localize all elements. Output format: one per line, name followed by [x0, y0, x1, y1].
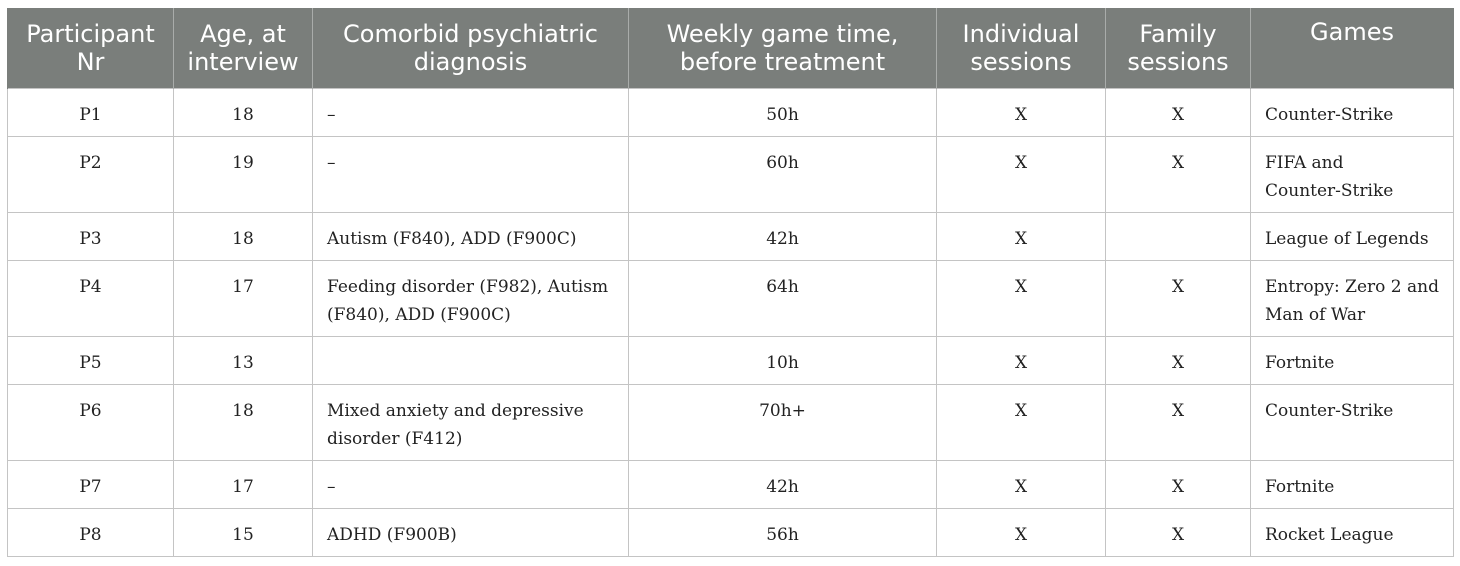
header-row: Participant Nr Age, at interview Comorbid …: [7, 8, 1454, 88]
cell-age: 15: [173, 507, 313, 557]
game-line: Fortnite: [1265, 476, 1335, 497]
cell-age: 18: [173, 87, 313, 137]
cell-age: 18: [173, 383, 313, 461]
cell-age: 19: [173, 135, 313, 213]
cell-games: FIFA and Counter-Strike: [1250, 135, 1454, 213]
cell-game-time: 50h: [628, 87, 937, 137]
cell-family: X: [1105, 507, 1251, 557]
header-line: Participant: [26, 19, 155, 48]
cell-family: X: [1105, 135, 1251, 213]
cell-games: League of Legends: [1250, 211, 1454, 261]
cell-participant: P4: [7, 259, 174, 337]
header-line: sessions: [970, 47, 1072, 76]
cell-individual: X: [936, 383, 1106, 461]
cell-game-time: 10h: [628, 335, 937, 385]
cell-participant: P1: [7, 87, 174, 137]
header-line: diagnosis: [413, 47, 528, 76]
table-row: P5 13 10h X X Fortnite: [7, 335, 1454, 385]
cell-diagnosis: Mixed anxiety and depressive disorder (F…: [312, 383, 629, 461]
header-line: Individual: [962, 19, 1080, 48]
header-individual-sessions: Individual sessions: [936, 8, 1106, 88]
cell-family: X: [1105, 335, 1251, 385]
cell-diagnosis: Feeding disorder (F982), Autism (F840), …: [312, 259, 629, 337]
cell-participant: P3: [7, 211, 174, 261]
header-line: Family: [1139, 19, 1217, 48]
game-line: Counter-Strike: [1265, 180, 1394, 201]
cell-game-time: 60h: [628, 135, 937, 213]
table-row: P4 17 Feeding disorder (F982), Autism (F…: [7, 259, 1454, 337]
game-line: Counter-Strike: [1265, 104, 1394, 125]
game-line: League of Legends: [1265, 228, 1429, 249]
cell-diagnosis: –: [312, 135, 629, 213]
cell-diagnosis: –: [312, 459, 629, 509]
table-row: P8 15 ADHD (F900B) 56h X X Rocket League: [7, 507, 1454, 557]
header-games: Games: [1250, 8, 1454, 88]
cell-diagnosis: Autism (F840), ADD (F900C): [312, 211, 629, 261]
cell-individual: X: [936, 259, 1106, 337]
cell-family: X: [1105, 459, 1251, 509]
cell-game-time: 56h: [628, 507, 937, 557]
cell-participant: P8: [7, 507, 174, 557]
table-header: Participant Nr Age, at interview Comorbid …: [7, 8, 1454, 88]
cell-games: Counter-Strike: [1250, 383, 1454, 461]
cell-family: X: [1105, 383, 1251, 461]
cell-participant: P5: [7, 335, 174, 385]
header-age: Age, at interview: [173, 8, 313, 88]
game-line: Rocket League: [1265, 524, 1394, 545]
header-line: Age, at: [200, 19, 286, 48]
header-participant-nr: Participant Nr: [7, 8, 174, 88]
cell-family: X: [1105, 259, 1251, 337]
cell-age: 17: [173, 259, 313, 337]
table-row: P3 18 Autism (F840), ADD (F900C) 42h X L…: [7, 211, 1454, 261]
header-line: sessions: [1127, 47, 1229, 76]
cell-individual: X: [936, 459, 1106, 509]
header-line: Games: [1310, 18, 1394, 46]
table-row: P1 18 – 50h X X Counter-Strike: [7, 87, 1454, 137]
cell-games: Fortnite: [1250, 459, 1454, 509]
cell-participant: P2: [7, 135, 174, 213]
header-diagnosis: Comorbid psychiatric diagnosis: [312, 8, 629, 88]
cell-individual: X: [936, 87, 1106, 137]
table-row: P6 18 Mixed anxiety and depressive disor…: [7, 383, 1454, 461]
game-line: Entropy: Zero 2 and: [1265, 276, 1439, 297]
cell-family: X: [1105, 87, 1251, 137]
header-line: Nr: [76, 47, 105, 76]
cell-age: 18: [173, 211, 313, 261]
cell-diagnosis: –: [312, 87, 629, 137]
table-body: P1 18 – 50h X X Counter-Strike P2 19 – 6…: [7, 87, 1454, 557]
cell-participant: P6: [7, 383, 174, 461]
cell-game-time: 70h+: [628, 383, 937, 461]
game-line: Man of War: [1265, 304, 1366, 325]
header-line: interview: [187, 47, 299, 76]
cell-individual: X: [936, 211, 1106, 261]
game-line: Fortnite: [1265, 352, 1335, 373]
cell-family: [1105, 211, 1251, 261]
cell-individual: X: [936, 335, 1106, 385]
table-row: P7 17 – 42h X X Fortnite: [7, 459, 1454, 509]
cell-games: Counter-Strike: [1250, 87, 1454, 137]
header-game-time: Weekly game time, before treatment: [628, 8, 937, 88]
game-line: FIFA and: [1265, 152, 1344, 173]
cell-games: Entropy: Zero 2 and Man of War: [1250, 259, 1454, 337]
cell-diagnosis: [312, 335, 629, 385]
header-family-sessions: Family sessions: [1105, 8, 1251, 88]
cell-game-time: 42h: [628, 211, 937, 261]
table-row: P2 19 – 60h X X FIFA and Counter-Strike: [7, 135, 1454, 213]
cell-individual: X: [936, 135, 1106, 213]
cell-age: 17: [173, 459, 313, 509]
cell-game-time: 42h: [628, 459, 937, 509]
cell-game-time: 64h: [628, 259, 937, 337]
cell-diagnosis: ADHD (F900B): [312, 507, 629, 557]
cell-games: Rocket League: [1250, 507, 1454, 557]
header-line: Comorbid psychiatric: [343, 19, 598, 48]
cell-participant: P7: [7, 459, 174, 509]
cell-individual: X: [936, 507, 1106, 557]
participants-table: Participant Nr Age, at interview Comorbid …: [7, 8, 1454, 557]
header-line: Weekly game time,: [666, 19, 899, 48]
game-line: Counter-Strike: [1265, 400, 1394, 421]
header-line: before treatment: [679, 47, 886, 76]
cell-age: 13: [173, 335, 313, 385]
cell-games: Fortnite: [1250, 335, 1454, 385]
